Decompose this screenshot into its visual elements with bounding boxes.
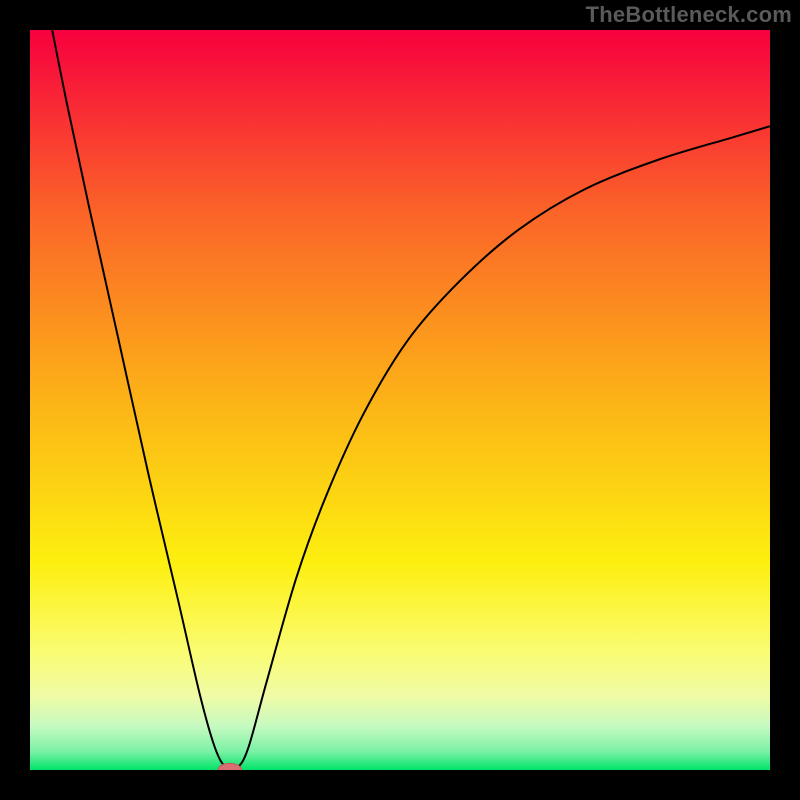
optimal-point-marker (218, 763, 242, 776)
chart-container: TheBottleneck.com (0, 0, 800, 800)
watermark-text: TheBottleneck.com (586, 2, 792, 28)
bottleneck-curve-chart (0, 0, 800, 800)
gradient-background (30, 30, 770, 770)
